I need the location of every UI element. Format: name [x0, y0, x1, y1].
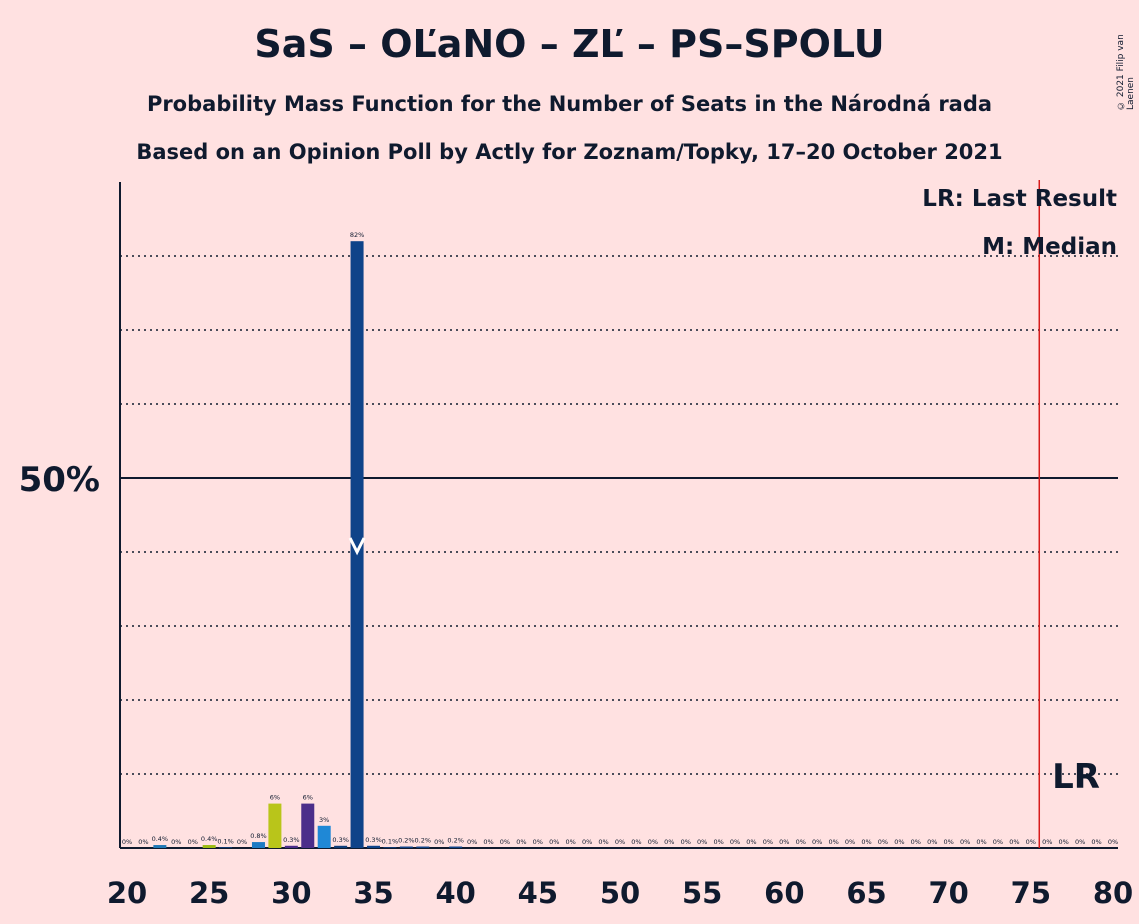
x-tick-label-50: 50: [600, 876, 640, 910]
x-tick-label-20: 20: [107, 876, 147, 910]
data-label-seats-30: 0.3%: [283, 836, 300, 844]
bar-seats-33: [334, 845, 348, 848]
data-label-seats-57: 0%: [730, 838, 740, 846]
bar-seats-36: [383, 847, 397, 848]
data-label-seats-78: 0%: [1075, 838, 1085, 846]
data-label-seats-66: 0%: [878, 838, 888, 846]
data-label-seats-50: 0%: [615, 838, 625, 846]
data-label-seats-51: 0%: [631, 838, 641, 846]
data-label-seats-73: 0%: [993, 838, 1003, 846]
x-tick-label-35: 35: [353, 876, 393, 910]
data-label-seats-67: 0%: [894, 838, 904, 846]
data-label-seats-26: 0.1%: [217, 837, 234, 845]
data-label-seats-79: 0%: [1091, 838, 1101, 846]
data-label-seats-72: 0%: [976, 838, 986, 846]
data-label-seats-60: 0%: [779, 838, 789, 846]
data-label-seats-52: 0%: [648, 838, 658, 846]
bar-seats-35: [367, 845, 380, 848]
bar-seats-37: [399, 846, 413, 848]
legend-last-result: LR: Last Result: [922, 186, 1117, 212]
chart-subtitle-poll: Based on an Opinion Poll by Actly for Zo…: [136, 140, 1003, 164]
data-label-seats-38: 0.2%: [415, 837, 432, 845]
data-label-seats-63: 0%: [828, 838, 838, 846]
y-tick-label-50: 50%: [19, 460, 100, 500]
x-tick-label-25: 25: [189, 876, 229, 910]
data-label-seats-36: 0.1%: [382, 837, 399, 845]
data-label-seats-32: 3%: [319, 816, 329, 824]
data-label-seats-31: 6%: [303, 794, 313, 802]
bar-seats-26: [219, 847, 233, 848]
data-label-seats-65: 0%: [861, 838, 871, 846]
data-label-seats-41: 0%: [467, 838, 477, 846]
data-label-seats-71: 0%: [960, 838, 970, 846]
data-label-seats-40: 0.2%: [447, 837, 464, 845]
data-label-seats-64: 0%: [845, 838, 855, 846]
data-label-seats-20: 0%: [122, 838, 132, 846]
data-label-seats-48: 0%: [582, 838, 592, 846]
data-label-seats-75: 0%: [1026, 838, 1036, 846]
bar-seats-40: [449, 846, 463, 848]
data-label-seats-69: 0%: [927, 838, 937, 846]
last-result-label: LR: [1052, 757, 1100, 797]
bar-seats-22: [153, 845, 167, 848]
data-label-seats-68: 0%: [911, 838, 921, 846]
x-tick-label-40: 40: [435, 876, 475, 910]
data-label-seats-35: 0.3%: [365, 836, 382, 844]
data-label-seats-47: 0%: [566, 838, 576, 846]
data-label-seats-43: 0%: [500, 838, 510, 846]
data-label-seats-22: 0.4%: [152, 835, 169, 843]
bar-seats-30: [284, 845, 298, 848]
data-label-seats-80: 0%: [1108, 838, 1118, 846]
x-tick-label-60: 60: [764, 876, 804, 910]
x-tick-label-75: 75: [1011, 876, 1051, 910]
data-label-seats-54: 0%: [681, 838, 691, 846]
chart-subtitle: Probability Mass Function for the Number…: [146, 92, 993, 116]
data-label-seats-49: 0%: [598, 838, 608, 846]
data-label-seats-37: 0.2%: [398, 837, 415, 845]
data-label-seats-42: 0%: [483, 838, 493, 846]
x-tick-label-30: 30: [271, 876, 311, 910]
data-label-seats-45: 0%: [533, 838, 543, 846]
legend-median: M: Median: [982, 234, 1117, 260]
data-label-seats-53: 0%: [664, 838, 674, 846]
data-label-seats-44: 0%: [516, 838, 526, 846]
bar-seats-38: [416, 846, 430, 848]
bar-seats-29: [268, 803, 282, 848]
data-label-seats-58: 0%: [746, 838, 756, 846]
bar-seats-32: [317, 825, 331, 848]
data-label-seats-70: 0%: [944, 838, 954, 846]
data-label-seats-56: 0%: [713, 838, 723, 846]
data-label-seats-23: 0%: [171, 838, 181, 846]
data-label-seats-25: 0.4%: [201, 835, 218, 843]
data-label-seats-39: 0%: [434, 838, 444, 846]
data-label-seats-74: 0%: [1009, 838, 1019, 846]
data-label-seats-33: 0.3%: [332, 836, 349, 844]
bar-seats-31: [301, 803, 315, 848]
x-tick-label-80: 80: [1093, 876, 1133, 910]
data-label-seats-24: 0%: [188, 838, 198, 846]
bar-seats-34: [350, 241, 364, 848]
data-label-seats-55: 0%: [697, 838, 707, 846]
x-tick-label-55: 55: [682, 876, 722, 910]
data-label-seats-77: 0%: [1059, 838, 1069, 846]
x-tick-label-45: 45: [518, 876, 558, 910]
data-label-seats-61: 0%: [796, 838, 806, 846]
data-label-seats-62: 0%: [812, 838, 822, 846]
x-tick-label-70: 70: [928, 876, 968, 910]
bar-seats-28: [251, 842, 265, 848]
data-label-seats-34: 82%: [350, 231, 364, 239]
data-label-seats-29: 6%: [270, 794, 280, 802]
data-label-seats-21: 0%: [138, 838, 148, 846]
data-label-seats-59: 0%: [763, 838, 773, 846]
data-label-seats-28: 0.8%: [250, 832, 267, 840]
data-label-seats-27: 0%: [237, 838, 247, 846]
bar-seats-25: [202, 845, 216, 848]
data-label-seats-76: 0%: [1042, 838, 1052, 846]
chart-title: SaS – OĽaNO – ZĽ – PS–SPOLU: [254, 22, 885, 66]
x-tick-label-65: 65: [846, 876, 886, 910]
median-marker: [348, 537, 366, 556]
data-label-seats-46: 0%: [549, 838, 559, 846]
